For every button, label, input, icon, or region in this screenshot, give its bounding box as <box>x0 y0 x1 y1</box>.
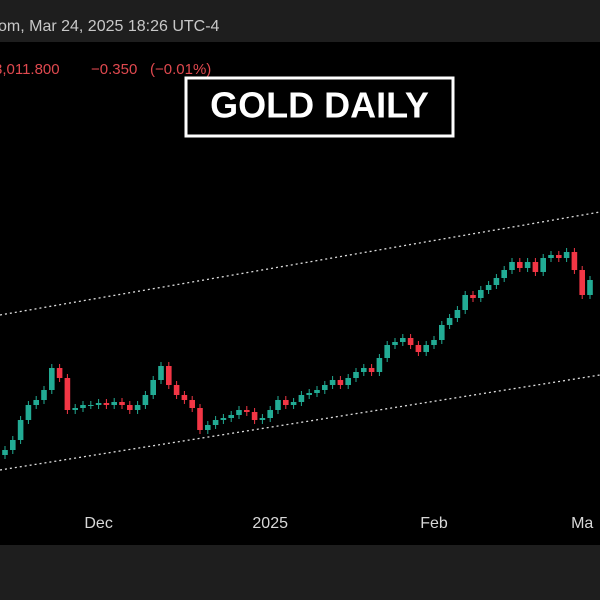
price: 3,011.800 <box>0 61 60 78</box>
candle-body <box>517 262 523 268</box>
candle-body <box>423 345 429 352</box>
candle-body <box>439 325 445 340</box>
candle-body <box>501 270 507 278</box>
change-pct: (−0.01%) <box>150 61 211 78</box>
candle-body <box>563 252 570 258</box>
candle-body <box>462 295 468 310</box>
candle-body <box>579 270 585 295</box>
candle-body <box>368 368 375 372</box>
candle-body <box>267 410 273 418</box>
candle-body <box>314 390 320 393</box>
x-tick-label: Ma <box>571 515 593 532</box>
candle-body <box>119 402 125 405</box>
bottom-bar <box>0 545 600 600</box>
candle-body <box>103 403 110 405</box>
candle-body <box>127 405 133 410</box>
x-tick-label: Feb <box>420 515 448 532</box>
candle-body <box>446 318 453 325</box>
candle-body <box>415 345 422 352</box>
candle-body <box>587 280 593 295</box>
candle-body <box>392 342 398 345</box>
candle-body <box>134 405 141 410</box>
candle-body <box>384 345 390 358</box>
candle-body <box>56 368 63 378</box>
candle-body <box>220 418 227 420</box>
candle-body <box>337 380 344 385</box>
candle-body <box>540 258 546 272</box>
candle-body <box>142 395 149 405</box>
candle-body <box>251 412 258 420</box>
candle-body <box>361 368 367 372</box>
candle-body <box>181 395 188 400</box>
candle-body <box>407 338 414 345</box>
candle-body <box>41 390 47 400</box>
candle-body <box>556 255 562 258</box>
candle-body <box>259 418 266 420</box>
candle-body <box>524 262 531 268</box>
candle-body <box>478 290 484 298</box>
candle-body <box>485 285 492 290</box>
x-tick-label: Dec <box>84 515 112 532</box>
candle-body <box>454 310 461 318</box>
candle-body <box>88 405 94 406</box>
candle-body <box>2 450 8 455</box>
candle-body <box>322 385 328 390</box>
top-bar <box>0 0 600 42</box>
title-box <box>184 76 455 138</box>
candle-body <box>329 380 336 385</box>
chart-title: GOLD DAILY <box>210 85 429 126</box>
candle-body <box>49 368 55 390</box>
source-date: om, Mar 24, 2025 18:26 UTC-4 <box>0 18 220 35</box>
candle-body <box>345 378 351 385</box>
candle-body <box>493 278 500 285</box>
candle-body <box>275 400 281 410</box>
candle-body <box>10 440 16 450</box>
candle-body <box>33 400 39 405</box>
candle-body <box>17 420 24 440</box>
candle-body <box>548 255 554 258</box>
candle-body <box>244 410 250 412</box>
candle-body <box>212 420 219 425</box>
candle-body <box>470 295 476 298</box>
channel-upper <box>0 211 600 316</box>
candle-body <box>298 395 305 402</box>
candle-body <box>80 405 86 408</box>
candle-body <box>290 402 297 405</box>
candle-body <box>166 366 172 385</box>
candle-body <box>236 410 242 415</box>
candle-body <box>205 425 211 430</box>
candle-body <box>72 408 78 410</box>
x-tick-label: 2025 <box>252 515 288 532</box>
candle-body <box>509 262 515 270</box>
candle-body <box>197 408 203 430</box>
candle-body <box>353 372 359 378</box>
candle-body <box>571 252 578 270</box>
change: −0.350 <box>91 61 137 78</box>
candle-body <box>95 403 102 405</box>
candle-body <box>25 405 32 420</box>
candle-body <box>111 402 117 405</box>
candle-body <box>532 262 539 272</box>
candle-body <box>306 393 312 395</box>
candle-body <box>158 366 164 380</box>
candle-body <box>173 385 180 395</box>
candle-body <box>283 400 289 405</box>
candle-body <box>228 415 234 418</box>
candle-body <box>431 340 437 345</box>
candle-body <box>400 338 406 342</box>
channel-lower <box>0 374 600 471</box>
candle-body <box>189 400 195 408</box>
candle-body <box>64 378 71 410</box>
candle-body <box>150 380 156 395</box>
candle-body <box>376 358 383 372</box>
